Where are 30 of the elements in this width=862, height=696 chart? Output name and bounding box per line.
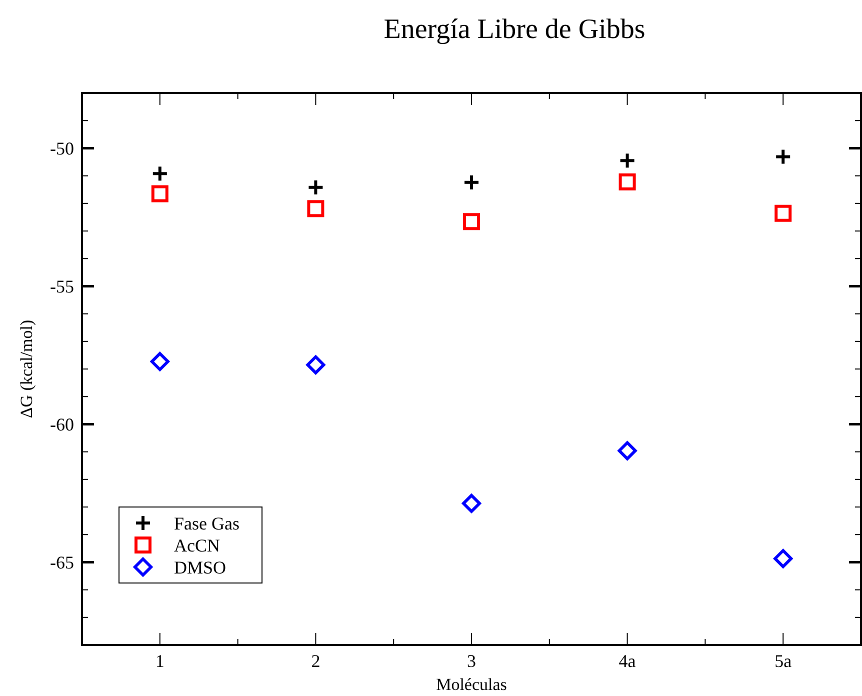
point — [151, 185, 168, 202]
point — [618, 152, 636, 170]
y-tick-label: -65 — [50, 552, 74, 572]
point — [774, 204, 792, 222]
legend-label: AcCN — [174, 535, 220, 556]
point — [618, 441, 637, 460]
x-tick-label: 2 — [311, 651, 320, 671]
chart-title: Energía Libre de Gibbs — [384, 14, 646, 45]
x-tick-label: 1 — [155, 651, 164, 671]
y-tick-label: -60 — [50, 414, 74, 434]
point — [463, 213, 480, 230]
x-tick-label: 3 — [467, 651, 476, 671]
point — [306, 355, 326, 374]
legend-label: Fase Gas — [174, 513, 240, 534]
point — [151, 165, 168, 182]
x-tick-label: 4a — [618, 651, 636, 671]
point — [307, 200, 324, 218]
point — [618, 173, 636, 190]
x-axis-title: Moléculas — [436, 675, 507, 694]
y-tick-label: -55 — [50, 276, 74, 296]
point — [774, 148, 792, 166]
point — [463, 174, 480, 191]
point — [462, 494, 481, 513]
y-tick-label: -50 — [50, 138, 74, 158]
point — [307, 178, 324, 196]
point — [774, 549, 793, 568]
x-tick-label: 5a — [774, 651, 792, 671]
point — [150, 352, 170, 372]
y-axis-title: ΔG (kcal/mol) — [17, 320, 36, 418]
legend-label: DMSO — [174, 557, 226, 578]
